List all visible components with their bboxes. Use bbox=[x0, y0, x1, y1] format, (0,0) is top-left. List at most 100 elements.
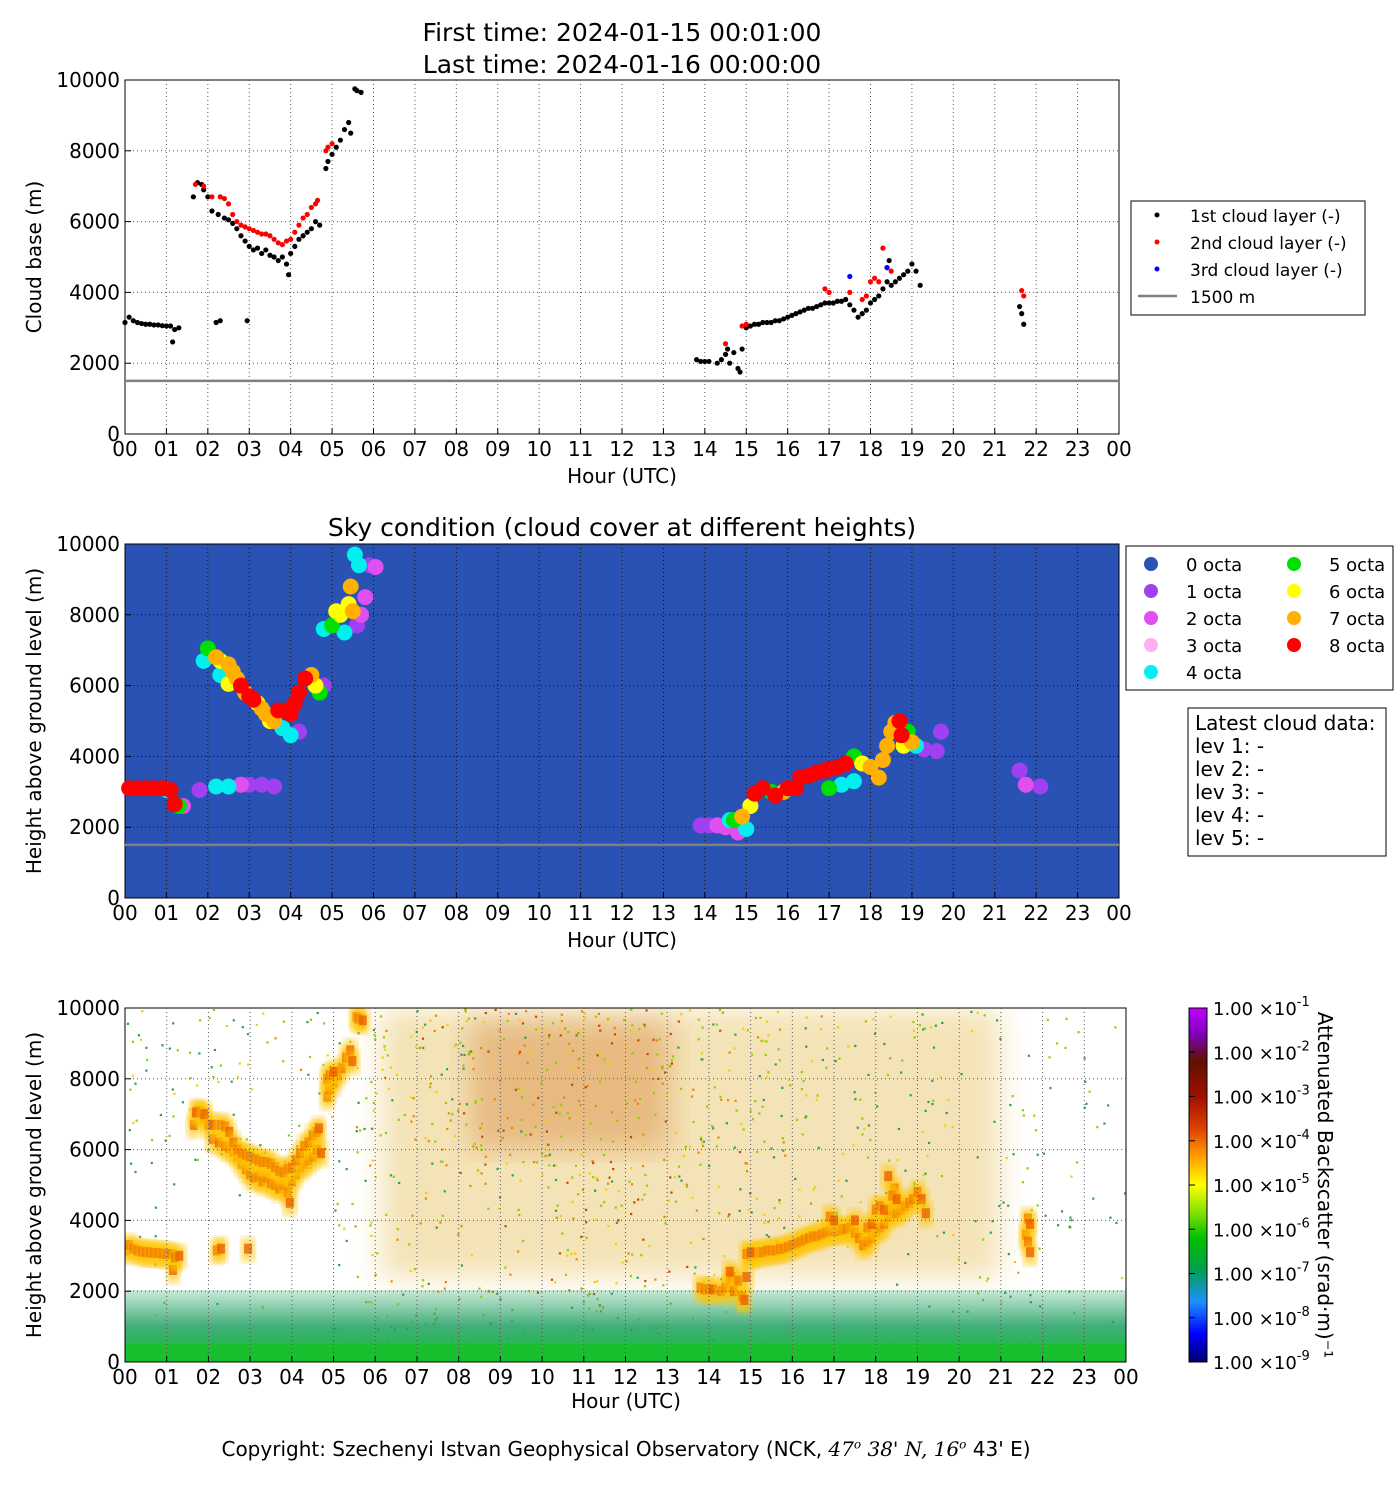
x-axis-label: Hour (UTC) bbox=[567, 928, 677, 952]
speckle bbox=[213, 1048, 217, 1052]
speckle bbox=[921, 1130, 924, 1134]
speckle bbox=[473, 1142, 476, 1145]
speckle bbox=[926, 1155, 929, 1158]
x-tick-labels: 00 01 02 03 04 05 06 07 08 09 10 11 12 13 14 15 16 17 18 19… bbox=[112, 1365, 1138, 1389]
speckle bbox=[431, 1162, 434, 1165]
speckle bbox=[1048, 1056, 1051, 1059]
speckle bbox=[932, 1046, 936, 1049]
cloud-layer-1-point bbox=[847, 302, 853, 308]
speckle bbox=[591, 1159, 594, 1163]
speckle bbox=[558, 1252, 562, 1255]
speckle bbox=[669, 1032, 672, 1036]
cloud-layer-1-point bbox=[789, 312, 795, 319]
y-axis-label: Height above ground level (m) bbox=[22, 568, 46, 874]
speckle bbox=[282, 1060, 285, 1063]
speckle bbox=[941, 1021, 944, 1025]
speckle bbox=[363, 1127, 366, 1131]
octa-8-point bbox=[767, 787, 784, 804]
speckle bbox=[534, 1028, 538, 1031]
speckle bbox=[418, 1046, 421, 1050]
speckle bbox=[633, 1201, 636, 1204]
speckle bbox=[287, 1134, 290, 1137]
speckle bbox=[1011, 1095, 1014, 1098]
speckle bbox=[571, 1049, 574, 1052]
speckle bbox=[846, 1245, 849, 1248]
speckle bbox=[699, 1163, 702, 1166]
speckle bbox=[189, 1077, 192, 1080]
speckle bbox=[970, 1029, 973, 1033]
speckle bbox=[472, 1057, 475, 1060]
cloud-layer-2-point bbox=[888, 268, 894, 274]
speckle bbox=[869, 1138, 872, 1141]
speckle bbox=[588, 1172, 591, 1175]
speckle bbox=[900, 1071, 903, 1074]
cloud-blob-core bbox=[200, 1109, 209, 1120]
speckle bbox=[575, 1032, 578, 1035]
speckle bbox=[553, 1281, 557, 1284]
speckle bbox=[567, 1065, 570, 1068]
speckle bbox=[372, 1101, 376, 1105]
speckle bbox=[629, 1135, 633, 1139]
speckle bbox=[441, 1148, 444, 1151]
speckle bbox=[521, 1239, 525, 1243]
speckle bbox=[554, 1164, 557, 1167]
cloud-layer-1-point bbox=[838, 298, 845, 304]
speckle bbox=[374, 1037, 377, 1041]
speckle bbox=[255, 1023, 258, 1026]
speckle bbox=[784, 1154, 787, 1157]
octa-4-point bbox=[336, 624, 353, 641]
speckle bbox=[697, 1038, 700, 1041]
x-tick-label: 04 bbox=[278, 901, 303, 925]
speckle bbox=[581, 1188, 585, 1191]
speckle bbox=[765, 1234, 768, 1237]
cloud-layer-1-point bbox=[143, 321, 149, 327]
octa-4-point bbox=[845, 773, 862, 790]
speckle bbox=[555, 1216, 558, 1219]
speckle bbox=[479, 1047, 483, 1050]
speckle bbox=[1046, 1018, 1049, 1022]
speckle bbox=[610, 1042, 614, 1045]
y-tick-label: 8000 bbox=[69, 603, 120, 627]
speckle bbox=[983, 1014, 986, 1017]
legend-marker-3rd bbox=[1154, 266, 1160, 272]
octa-legend: 0 octa 1 octa 2 octa 3 octa 4 octa 5 octa 6 oc… bbox=[1125, 545, 1394, 691]
y-tick-label: 8000 bbox=[69, 139, 120, 163]
speckle bbox=[534, 1125, 537, 1128]
speckle bbox=[219, 1064, 222, 1067]
cloud-layer-1-point bbox=[308, 226, 314, 232]
speckle bbox=[758, 1075, 761, 1078]
speckle bbox=[480, 1172, 483, 1175]
speckle bbox=[135, 1119, 138, 1122]
speckle bbox=[1084, 1080, 1087, 1083]
speckle bbox=[429, 1075, 433, 1078]
speckle bbox=[556, 1204, 559, 1207]
speckle bbox=[918, 1024, 921, 1027]
x-tick-label: 12 bbox=[609, 437, 634, 461]
speckle bbox=[670, 1191, 673, 1194]
speckle bbox=[210, 1066, 213, 1069]
octa-7-point bbox=[342, 578, 359, 595]
speckle bbox=[944, 1124, 947, 1127]
speckle bbox=[772, 1156, 776, 1159]
speckle bbox=[548, 1034, 551, 1037]
speckle bbox=[760, 1039, 763, 1043]
speckle bbox=[516, 1250, 520, 1253]
speckle bbox=[460, 1225, 463, 1228]
speckle bbox=[509, 1153, 512, 1156]
last-time-title: Last time: 2024-01-16 00:00:00 bbox=[422, 50, 822, 79]
speckle bbox=[1021, 1181, 1025, 1184]
speckle bbox=[642, 1133, 645, 1136]
latest-cloud-lev5: lev 5: - bbox=[1195, 826, 1264, 850]
speckle bbox=[546, 1043, 550, 1046]
speckle bbox=[585, 1221, 588, 1224]
speckle bbox=[804, 1027, 807, 1030]
cloud-layer-1-point bbox=[826, 300, 832, 306]
speckle bbox=[778, 1199, 781, 1202]
speckle bbox=[131, 1074, 134, 1077]
speckle bbox=[132, 1121, 135, 1124]
grid-lines bbox=[124, 79, 1120, 435]
x-tick-label: 00 bbox=[1113, 1365, 1138, 1389]
speckle bbox=[861, 1133, 864, 1136]
speckle bbox=[735, 1109, 738, 1112]
cloud-blob-core bbox=[1026, 1218, 1035, 1229]
